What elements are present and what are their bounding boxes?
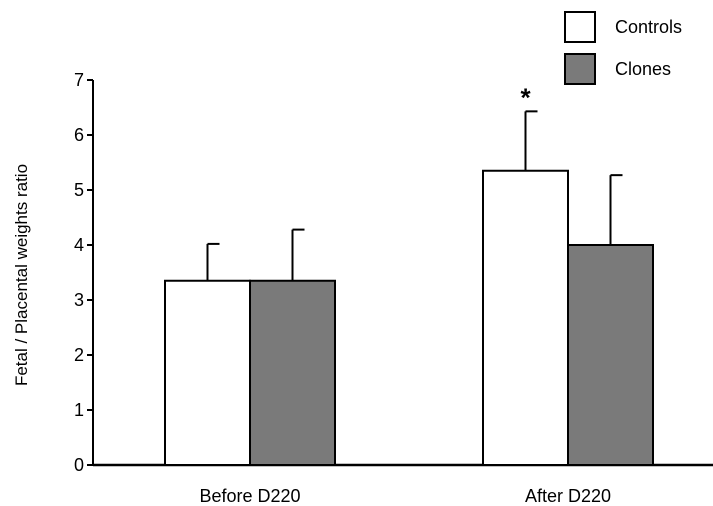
legend-label: Controls	[615, 17, 682, 37]
bars: *	[164, 82, 654, 466]
y-tick-label: 7	[74, 70, 84, 90]
x-category-label: After D220	[525, 486, 611, 506]
x-category-label: Before D220	[199, 486, 300, 506]
bar	[164, 279, 251, 466]
y-tick-label: 1	[74, 400, 84, 420]
y-tick-label: 6	[74, 125, 84, 145]
y-tick-label: 4	[74, 235, 84, 255]
significance-marker: *	[520, 82, 531, 112]
bar	[249, 279, 336, 466]
legend-swatch	[564, 53, 596, 85]
bar	[567, 244, 654, 466]
y-tick-label: 3	[74, 290, 84, 310]
y-tick-label: 2	[74, 345, 84, 365]
y-axis-title: Fetal / Placental weights ratio	[12, 164, 31, 386]
legend-label: Clones	[615, 59, 671, 79]
y-tick-label: 5	[74, 180, 84, 200]
y-tick-label: 0	[74, 455, 84, 475]
legend: Controls Clones	[564, 11, 682, 85]
bar	[482, 169, 569, 466]
legend-swatch	[564, 11, 596, 43]
